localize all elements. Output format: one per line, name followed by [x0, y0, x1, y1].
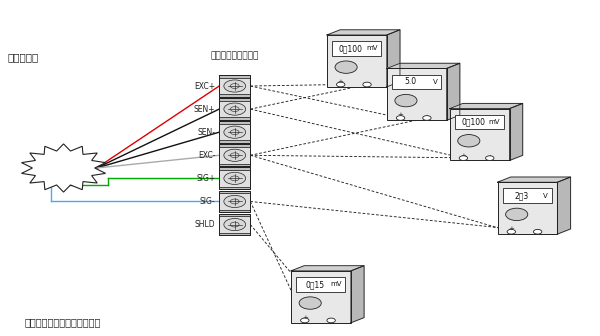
- FancyBboxPatch shape: [219, 168, 250, 170]
- Text: +: +: [338, 79, 344, 85]
- Circle shape: [458, 135, 480, 147]
- Text: 5.0: 5.0: [405, 77, 417, 86]
- Circle shape: [397, 116, 405, 120]
- Text: +: +: [508, 226, 514, 232]
- Text: +: +: [398, 112, 404, 118]
- FancyBboxPatch shape: [219, 147, 250, 164]
- Text: SEN-: SEN-: [197, 128, 215, 137]
- Text: 0～100: 0～100: [461, 118, 485, 127]
- Circle shape: [335, 61, 357, 73]
- Text: -: -: [488, 153, 491, 159]
- Circle shape: [224, 80, 245, 92]
- FancyBboxPatch shape: [219, 216, 250, 233]
- FancyBboxPatch shape: [219, 214, 250, 216]
- Polygon shape: [387, 30, 400, 87]
- FancyBboxPatch shape: [332, 41, 382, 56]
- FancyBboxPatch shape: [219, 233, 250, 236]
- Text: +: +: [460, 153, 466, 159]
- Circle shape: [224, 103, 245, 115]
- FancyBboxPatch shape: [387, 69, 446, 120]
- Text: mV: mV: [366, 45, 377, 51]
- FancyBboxPatch shape: [392, 75, 441, 89]
- Text: -: -: [366, 79, 368, 85]
- FancyBboxPatch shape: [219, 193, 250, 210]
- Polygon shape: [291, 266, 364, 271]
- Circle shape: [533, 229, 542, 234]
- FancyBboxPatch shape: [219, 98, 250, 101]
- FancyBboxPatch shape: [455, 115, 504, 129]
- Circle shape: [363, 82, 371, 87]
- Polygon shape: [327, 30, 400, 35]
- FancyBboxPatch shape: [219, 124, 250, 140]
- FancyBboxPatch shape: [219, 186, 250, 189]
- FancyBboxPatch shape: [219, 170, 250, 186]
- FancyBboxPatch shape: [219, 164, 250, 166]
- Text: 図　ロードセル接続確認方法: 図 ロードセル接続確認方法: [25, 317, 101, 327]
- Polygon shape: [22, 144, 106, 192]
- Circle shape: [485, 156, 494, 161]
- FancyBboxPatch shape: [219, 75, 250, 78]
- Polygon shape: [97, 86, 219, 168]
- Circle shape: [224, 149, 245, 161]
- Text: SIG+: SIG+: [196, 174, 215, 183]
- Text: -: -: [425, 112, 428, 118]
- FancyBboxPatch shape: [449, 109, 509, 161]
- Polygon shape: [509, 103, 523, 161]
- Polygon shape: [449, 103, 523, 109]
- Text: mV: mV: [330, 281, 341, 287]
- Circle shape: [224, 218, 245, 230]
- Text: -: -: [536, 226, 539, 232]
- FancyBboxPatch shape: [219, 140, 250, 143]
- FancyBboxPatch shape: [497, 182, 557, 234]
- FancyBboxPatch shape: [219, 144, 250, 147]
- Text: SIG-: SIG-: [200, 197, 215, 206]
- FancyBboxPatch shape: [219, 117, 250, 120]
- Text: mV: mV: [488, 119, 500, 125]
- Text: -: -: [330, 315, 332, 321]
- Circle shape: [507, 229, 515, 234]
- Circle shape: [459, 156, 467, 161]
- Text: V: V: [433, 79, 437, 85]
- Text: 0～15: 0～15: [305, 280, 325, 289]
- Text: EXC+: EXC+: [194, 82, 215, 90]
- Text: EXC-: EXC-: [198, 151, 215, 160]
- Text: +: +: [302, 315, 308, 321]
- Circle shape: [299, 297, 321, 309]
- FancyBboxPatch shape: [219, 191, 250, 193]
- FancyBboxPatch shape: [219, 121, 250, 124]
- Circle shape: [395, 94, 417, 107]
- FancyBboxPatch shape: [503, 188, 552, 203]
- FancyBboxPatch shape: [296, 277, 346, 292]
- Polygon shape: [446, 63, 460, 120]
- FancyBboxPatch shape: [219, 94, 250, 97]
- Text: 0～100: 0～100: [339, 44, 363, 53]
- Polygon shape: [557, 177, 571, 234]
- FancyBboxPatch shape: [327, 35, 387, 87]
- Polygon shape: [351, 266, 364, 323]
- FancyBboxPatch shape: [219, 210, 250, 212]
- FancyBboxPatch shape: [291, 271, 351, 323]
- Text: 2～3: 2～3: [514, 191, 529, 200]
- Text: SHLD: SHLD: [195, 220, 215, 229]
- Circle shape: [337, 82, 345, 87]
- Polygon shape: [387, 63, 460, 69]
- Circle shape: [301, 318, 309, 323]
- Circle shape: [224, 126, 245, 138]
- FancyBboxPatch shape: [219, 101, 250, 117]
- FancyBboxPatch shape: [219, 78, 250, 94]
- Circle shape: [506, 208, 528, 220]
- Text: ロードセルコネクタ: ロードセルコネクタ: [211, 51, 259, 60]
- Circle shape: [224, 195, 245, 208]
- Text: SEN+: SEN+: [194, 104, 215, 114]
- Text: ロードセル: ロードセル: [8, 52, 39, 62]
- Circle shape: [224, 172, 245, 184]
- Circle shape: [327, 318, 335, 323]
- Text: V: V: [544, 193, 548, 199]
- Polygon shape: [497, 177, 571, 182]
- Circle shape: [423, 116, 431, 120]
